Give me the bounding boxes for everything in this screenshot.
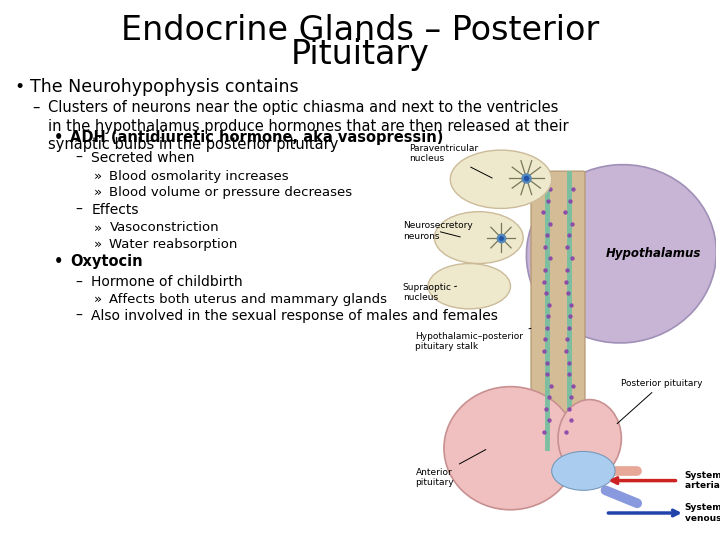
Text: •: • — [54, 254, 63, 269]
Text: –: – — [76, 202, 83, 217]
Text: The Neurohypophysis contains: The Neurohypophysis contains — [30, 78, 299, 96]
Text: –: – — [32, 100, 40, 115]
Text: Systemic
arterial inflow: Systemic arterial inflow — [685, 471, 720, 490]
Text: Hypothalamus: Hypothalamus — [606, 247, 701, 260]
Text: Affects both uterus and mammary glands: Affects both uterus and mammary glands — [109, 293, 387, 306]
Text: Secreted when: Secreted when — [91, 151, 195, 165]
Text: Oxytocin: Oxytocin — [70, 254, 143, 269]
FancyBboxPatch shape — [531, 171, 585, 450]
Text: Blood volume or pressure decreases: Blood volume or pressure decreases — [109, 186, 353, 199]
Text: Effects: Effects — [91, 202, 139, 217]
Ellipse shape — [558, 400, 621, 477]
Text: Pituitary: Pituitary — [291, 38, 429, 71]
Text: »: » — [94, 221, 102, 234]
Text: –: – — [76, 309, 83, 323]
Text: Endocrine Glands – Posterior: Endocrine Glands – Posterior — [121, 14, 599, 46]
Text: Anterior
pituitary: Anterior pituitary — [415, 449, 486, 487]
Text: Water reabsorption: Water reabsorption — [109, 238, 238, 251]
Text: Posterior pituitary: Posterior pituitary — [617, 379, 703, 424]
Text: Vasoconstriction: Vasoconstriction — [109, 221, 219, 234]
Text: »: » — [94, 238, 102, 251]
Text: Blood osmolarity increases: Blood osmolarity increases — [109, 170, 289, 183]
Ellipse shape — [526, 165, 716, 343]
Ellipse shape — [450, 150, 552, 208]
Text: Hormone of childbirth: Hormone of childbirth — [91, 275, 243, 289]
Text: Clusters of neurons near the optic chiasma and next to the ventricles
in the hyp: Clusters of neurons near the optic chias… — [48, 100, 569, 152]
Ellipse shape — [434, 212, 523, 264]
Text: »: » — [94, 293, 102, 306]
Text: »: » — [94, 186, 102, 199]
Text: Hypothalamic–posterior
pituitary stalk: Hypothalamic–posterior pituitary stalk — [415, 328, 531, 351]
Text: •: • — [14, 78, 24, 96]
Text: Also involved in the sexual response of males and females: Also involved in the sexual response of … — [91, 309, 498, 323]
Text: Systemic
venous outflow: Systemic venous outflow — [685, 503, 720, 523]
Text: »: » — [94, 170, 102, 183]
Text: –: – — [76, 151, 83, 165]
Text: Neurosecretory
neurons: Neurosecretory neurons — [402, 221, 472, 241]
Ellipse shape — [428, 264, 510, 309]
Ellipse shape — [552, 451, 615, 490]
Text: •: • — [54, 130, 63, 145]
Text: ADH (antidiuretic hormone, aka vasopressin): ADH (antidiuretic hormone, aka vasopress… — [70, 130, 444, 145]
Text: Paraventricular
nucleus: Paraventricular nucleus — [409, 144, 492, 178]
Text: –: – — [76, 275, 83, 289]
Ellipse shape — [444, 387, 577, 510]
Text: Supraoptic
nucleus: Supraoptic nucleus — [402, 283, 456, 302]
